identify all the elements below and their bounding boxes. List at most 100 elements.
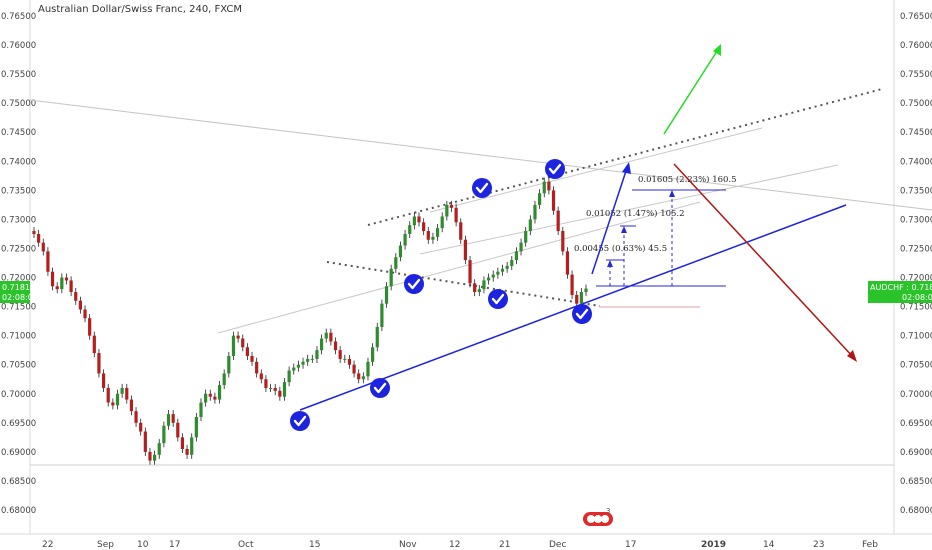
y-tick-left: 0.68000 — [1, 506, 36, 516]
candle-down — [357, 373, 361, 380]
badge-price-left: 0.71813 — [2, 283, 35, 292]
candle-up — [366, 361, 370, 377]
candle-down — [273, 387, 277, 391]
y-tick-left: 0.70000 — [1, 390, 36, 400]
y-tick-left: 0.75500 — [1, 70, 36, 80]
candle-down — [180, 437, 185, 449]
long-term-resistance-line — [29, 99, 932, 211]
candle-up — [482, 280, 486, 290]
trendlines — [29, 88, 932, 411]
x-tick: 12 — [449, 540, 460, 550]
y-tick-left: 0.71500 — [1, 303, 36, 313]
y-tick-right: 0.75500 — [900, 70, 932, 80]
green-arrow-head — [713, 44, 721, 56]
x-tick: Nov — [399, 540, 417, 550]
candle-up — [375, 326, 379, 348]
candle-up — [491, 274, 495, 278]
candle-up — [162, 425, 166, 444]
y-tick-right: 0.68000 — [900, 506, 932, 516]
candle-up — [190, 437, 194, 455]
candle-up — [384, 286, 389, 304]
candle-up — [60, 277, 64, 290]
measure-label-1: 0.01605 (2.23%) 160.5 — [638, 174, 737, 185]
candle-up — [292, 367, 296, 371]
y-tick-left: 0.76500 — [1, 12, 36, 22]
y-axis-left: 0.76500 0.76000 0.75500 0.75000 0.74500 0.740… — [1, 12, 36, 516]
candle-up — [157, 443, 161, 455]
y-tick-right: 0.69500 — [900, 419, 932, 429]
candle-down — [449, 204, 454, 208]
y-tick-left: 0.68500 — [1, 477, 36, 487]
candle-down — [213, 396, 217, 400]
channel-lower-line — [217, 201, 701, 334]
candle-down — [50, 271, 55, 287]
y-tick-left: 0.72000 — [1, 274, 36, 284]
y-tick-right: 0.71500 — [900, 303, 932, 313]
candle-up — [268, 387, 273, 389]
y-tick-left: 0.71000 — [1, 332, 36, 342]
candle-down — [69, 280, 73, 293]
candle-up — [505, 265, 509, 269]
blue-up-arrow — [591, 167, 628, 275]
candle-up — [310, 358, 314, 360]
y-tick-right: 0.74000 — [900, 157, 932, 167]
price-badge-right: AUDCHF : 0.71813 02:08:08 — [868, 281, 932, 303]
candle-down — [250, 355, 254, 362]
candle-down — [347, 358, 352, 365]
candle-down — [473, 283, 477, 293]
candle-down — [422, 222, 426, 232]
candle-down — [46, 251, 50, 272]
candle-down — [139, 422, 143, 432]
candle-up — [477, 289, 481, 293]
candle-up — [435, 228, 440, 237]
candle-down — [97, 353, 101, 374]
y-tick-right: 0.70500 — [900, 361, 932, 371]
candle-up — [519, 242, 523, 252]
candle-down — [352, 364, 356, 374]
x-tick: 14 — [763, 540, 775, 550]
measure-arrowhead-1 — [669, 190, 675, 197]
candle-down — [83, 309, 87, 319]
badge-time-right: 02:08:08 — [902, 293, 932, 302]
y-tick-right: 0.76500 — [900, 12, 932, 22]
red-bearish-arrow — [673, 163, 855, 359]
candle-up — [533, 204, 537, 220]
candle-up — [380, 303, 384, 327]
blue-arrow-head — [622, 162, 631, 174]
candle-up — [445, 204, 449, 217]
x-tick: Oct — [238, 540, 254, 550]
candle-up — [403, 233, 407, 246]
y-tick-left: 0.69500 — [1, 419, 36, 429]
touch-markers — [290, 159, 592, 431]
measure-label-3: 0.00455 (0.63%) 45.5 — [574, 243, 667, 254]
candle-up — [398, 245, 403, 258]
x-tick: 17 — [169, 540, 180, 550]
candle-down — [208, 393, 212, 397]
measure-label-2: 0.01052 (1.47%) 105.2 — [586, 208, 685, 219]
projection-arrows — [591, 44, 857, 362]
candle-up — [199, 402, 203, 418]
candle-up — [120, 387, 124, 394]
candle-down — [55, 286, 59, 290]
candlestick-series — [32, 177, 588, 465]
candle-down — [561, 231, 565, 252]
y-tick-left: 0.76000 — [1, 41, 36, 51]
candle-up — [412, 216, 416, 226]
badge-symbol-price: AUDCHF : 0.71813 — [870, 283, 932, 292]
candle-down — [459, 222, 463, 240]
y-tick-left: 0.69000 — [1, 448, 36, 458]
candle-down — [64, 277, 69, 281]
y-tick-left: 0.75000 — [1, 99, 36, 109]
channel-upper-line — [429, 127, 763, 213]
candle-up — [222, 373, 226, 386]
candle-down — [37, 233, 41, 243]
candle-up — [584, 288, 588, 293]
candle-down — [551, 190, 556, 211]
badge-symbol: AUDCHF — [870, 283, 904, 292]
watermark-count: 3 — [606, 507, 610, 515]
candle-down — [255, 361, 259, 374]
candle-down — [92, 335, 96, 354]
candle-down — [185, 448, 189, 455]
candle-down — [101, 373, 106, 388]
